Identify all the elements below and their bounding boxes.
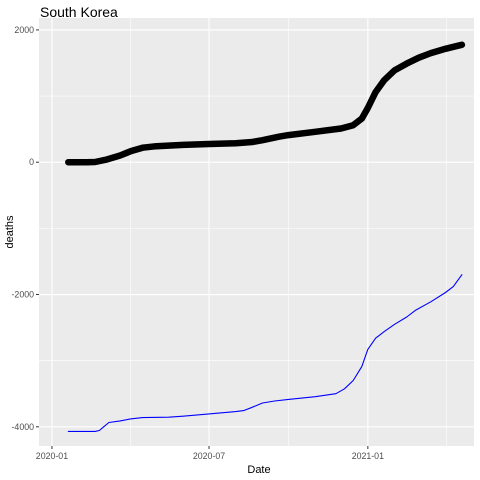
y-tick-label: -4000 [12,422,35,432]
plot-panel [39,18,474,446]
x-tick-label: 2020-01 [36,451,68,461]
series-group [65,41,466,432]
y-tick-label: -2000 [12,290,35,300]
y-tick-label: 0 [29,157,34,167]
grid [39,18,474,446]
x-tick-label: 2021-01 [352,451,384,461]
y-axis-title: deaths [4,215,16,249]
x-axis-title: Date [247,464,270,476]
y-axis: -4000 -2000 0 2000 [12,25,39,432]
y-tick-label: 2000 [14,25,34,35]
x-tick-label: 2020-07 [193,451,225,461]
chart-title: South Korea [40,4,118,20]
points-series-line [65,41,466,166]
smooth-series-line [67,274,463,432]
x-axis: 2020-01 2020-07 2021-01 [36,446,384,461]
